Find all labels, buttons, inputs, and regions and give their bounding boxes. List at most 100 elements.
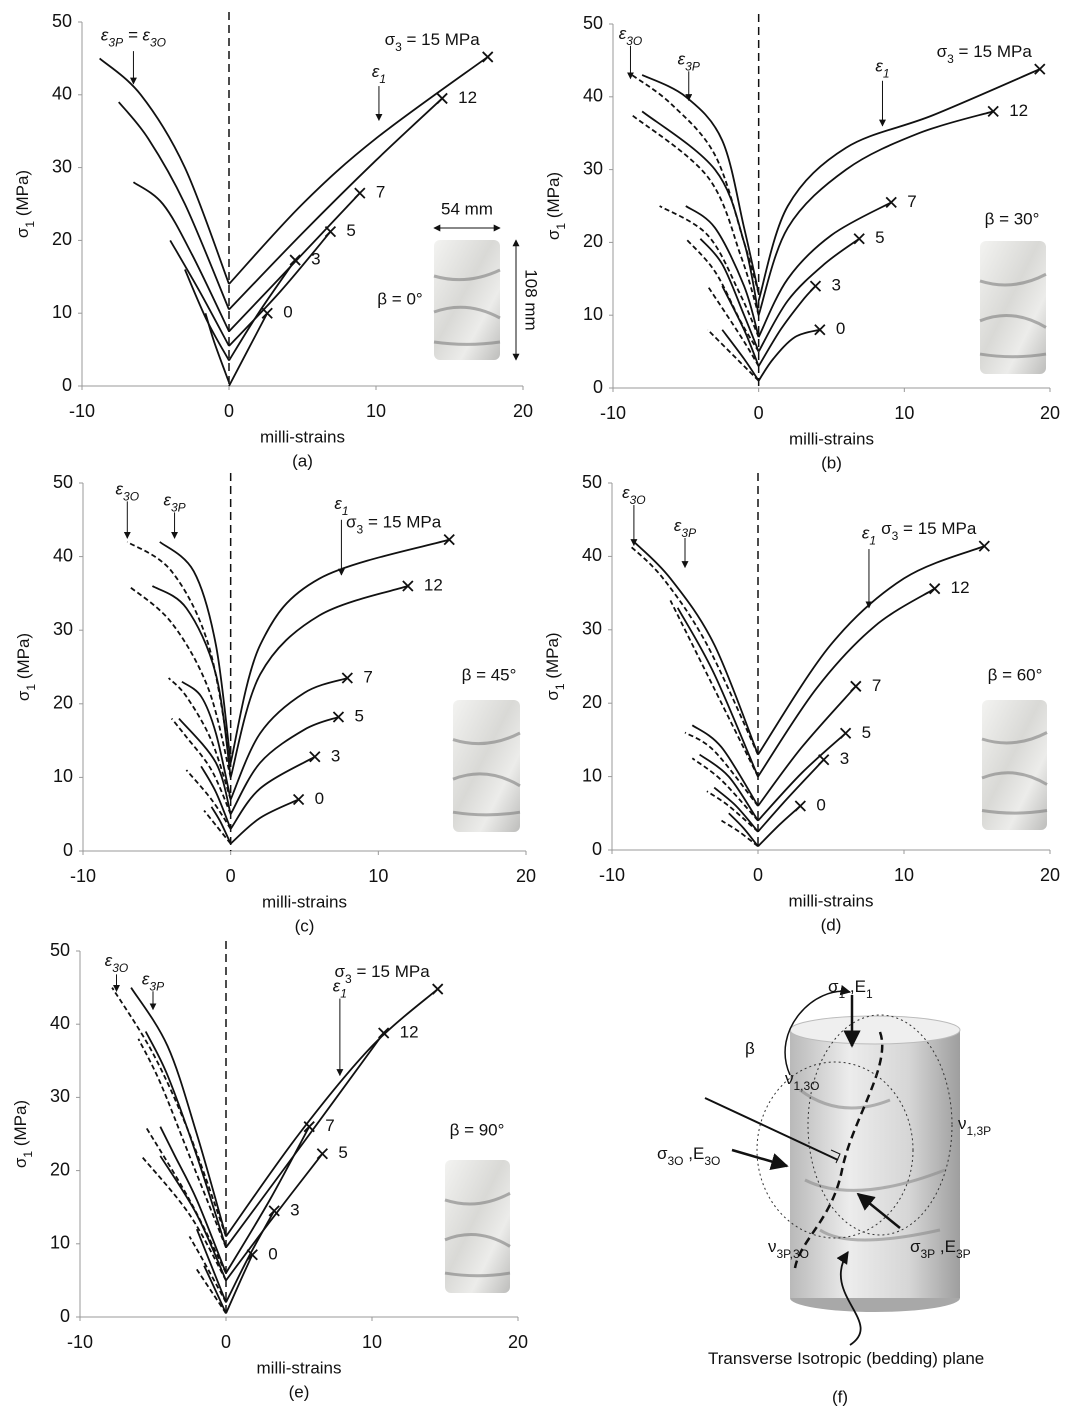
y-tick-label: 0: [63, 840, 73, 860]
confining-label: 5: [346, 221, 355, 240]
confining-label: 3: [831, 276, 840, 295]
text-part: = 15 MPa: [402, 30, 481, 49]
y-tick-label: 20: [53, 693, 73, 713]
y-tick-label: 0: [593, 377, 603, 397]
strain-annotation: ε3P = ε3O: [101, 26, 166, 50]
x-tick-label: -10: [69, 401, 95, 421]
subscript: 3P: [681, 526, 696, 540]
strain-curve: [634, 542, 758, 755]
y-tick-label: 0: [62, 375, 72, 395]
text-part: σ: [385, 30, 396, 49]
confining-label: 0: [836, 319, 845, 338]
subscript: 1: [866, 987, 873, 1001]
strain-annotation: ε1: [862, 524, 876, 548]
y-tick-label: 0: [60, 1306, 70, 1326]
x-tick-label: 0: [226, 866, 236, 886]
y-tick-label: 50: [583, 13, 603, 33]
failure-marker: [854, 234, 864, 244]
y-tick-label: 50: [50, 940, 70, 960]
text-part: σ: [881, 520, 892, 539]
x-tick-label: 0: [221, 1332, 231, 1352]
y-tick-label: 10: [52, 302, 72, 322]
text-part: σ: [657, 1144, 668, 1163]
x-tick-label: 0: [754, 403, 764, 423]
subscript: 3O: [150, 36, 166, 50]
strain-curve: [759, 286, 816, 366]
y-axis-title: σ1 (MPa): [11, 1100, 35, 1168]
text-part: σ: [346, 513, 357, 532]
y-tick-label: 30: [583, 158, 603, 178]
panel-caption: (a): [292, 451, 313, 470]
strain-curve: [632, 75, 759, 293]
strain-curve: [708, 286, 759, 366]
text-part: ν: [785, 1069, 794, 1088]
text-part: (MPa): [14, 633, 33, 684]
confining-label: 7: [907, 192, 916, 211]
x-tick-label: 10: [362, 1332, 382, 1352]
x-axis-title: milli-strains: [260, 427, 345, 446]
strain-curve: [100, 58, 229, 284]
strain-annotation: ε3P: [674, 517, 696, 541]
y-axis-title: σ1 (MPa): [14, 633, 38, 701]
y-tick-label: 30: [52, 156, 72, 176]
y-tick-label: 40: [50, 1013, 70, 1033]
x-tick-label: 10: [368, 866, 388, 886]
failure-marker: [979, 541, 989, 551]
x-tick-label: 0: [224, 401, 234, 421]
text-part: σ: [910, 1237, 921, 1256]
y-tick-label: 40: [583, 86, 603, 106]
panel-caption: (c): [295, 916, 315, 935]
text-part: (MPa): [13, 170, 32, 221]
x-tick-label: 20: [513, 401, 533, 421]
confining-label: 3: [840, 749, 849, 768]
strain-annotation: ε3P: [678, 50, 700, 74]
y-tick-label: 30: [582, 619, 602, 639]
subscript: 3P: [921, 1247, 936, 1261]
y-tick-label: 40: [52, 84, 72, 104]
diagram-label: σ1 ,E1: [828, 977, 873, 1001]
strain-curve: [758, 760, 824, 832]
failure-marker: [930, 584, 940, 594]
text-part: = 15 MPa: [898, 520, 977, 539]
strain-curve: [112, 988, 226, 1237]
panel-caption: (b): [821, 453, 842, 472]
diagram-label: β: [745, 1039, 755, 1058]
confining-label: 0: [816, 795, 825, 814]
subscript: 3P: [171, 501, 186, 515]
y-axis-title: σ1 (MPa): [544, 172, 568, 240]
strain-curve: [229, 232, 330, 346]
confining-label: 3: [290, 1200, 299, 1219]
x-tick-label: 10: [894, 865, 914, 885]
x-tick-label: 20: [1040, 403, 1060, 423]
failure-marker: [1035, 64, 1045, 74]
x-tick-label: 0: [753, 865, 763, 885]
text-part: σ: [937, 43, 948, 62]
y-tick-label: 50: [53, 472, 73, 492]
figure: 01020304050-1001020milli-strains(a)σ1 (M…: [0, 0, 1073, 1412]
subscript: 3O: [630, 493, 646, 507]
failure-marker: [379, 1028, 389, 1038]
y-tick-label: 30: [50, 1086, 70, 1106]
text-part: = 15 MPa: [352, 963, 431, 982]
subscript: 3P,3O: [777, 1247, 809, 1261]
y-tick-label: 10: [583, 304, 603, 324]
subscript: 3O: [704, 1154, 720, 1168]
sigma3-label: σ3 = 15 MPa: [881, 520, 977, 544]
strain-curve: [758, 686, 856, 806]
subscript: 3O: [626, 34, 642, 48]
failure-marker: [403, 581, 413, 591]
failure-marker: [290, 255, 300, 265]
strain-curve: [231, 586, 408, 777]
diagram-label: ν1,3P: [958, 1114, 991, 1138]
text-part: Transverse Isotropic (bedding) plane: [708, 1349, 984, 1368]
failure-marker: [355, 188, 365, 198]
strain-curve: [759, 111, 994, 315]
y-tick-label: 0: [592, 839, 602, 859]
failure-marker: [444, 535, 454, 545]
strain-curve: [229, 98, 442, 309]
text-part: σ: [543, 690, 562, 701]
text-part: σ: [335, 963, 346, 982]
x-tick-label: 20: [508, 1332, 528, 1352]
y-tick-label: 20: [583, 231, 603, 251]
failure-marker: [294, 794, 304, 804]
